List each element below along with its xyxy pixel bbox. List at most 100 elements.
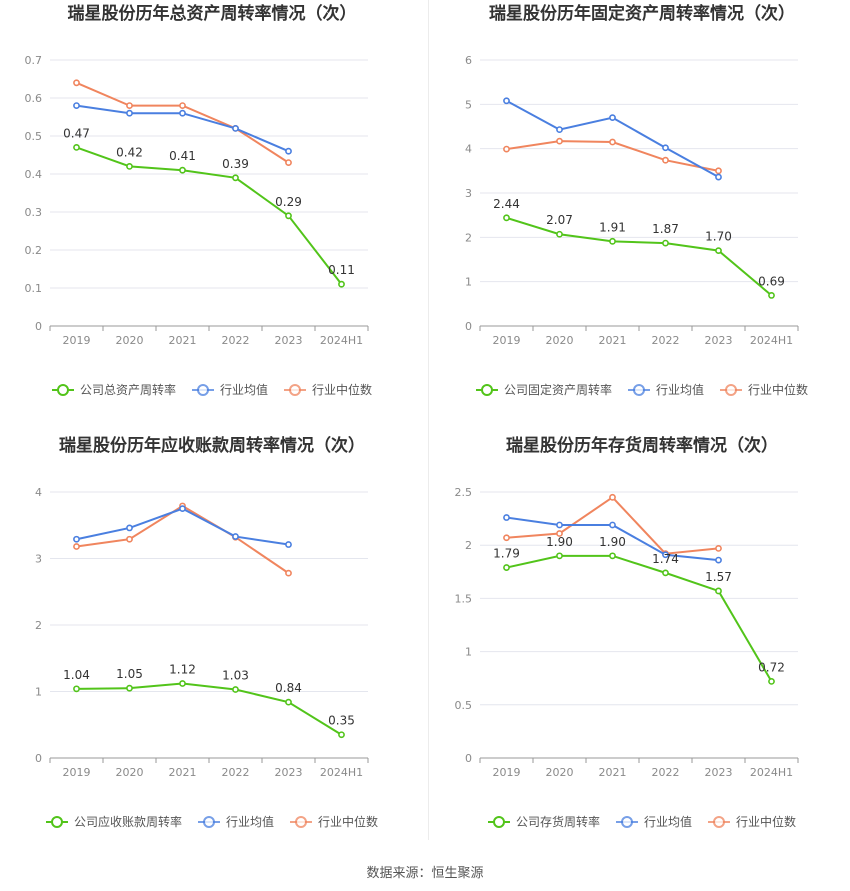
- data-label: 1.12: [169, 663, 196, 677]
- data-point-industry_median: [662, 156, 669, 164]
- data-label: 0.11: [328, 263, 355, 277]
- data-label: 1.91: [599, 220, 626, 234]
- chart-panel-total-asset-turnover: 瑞星股份历年总资产周转率情况（次） 0 0.1 0.2 0.3 0.4 0.5 0.6 0.7 2…: [0, 0, 425, 430]
- data-point-company: [503, 214, 510, 222]
- x-tick-label: 2024H1: [750, 766, 793, 779]
- y-tick-label: 0: [35, 320, 42, 333]
- data-point-company: [338, 731, 345, 739]
- data-point-industry_avg: [609, 521, 616, 529]
- data-point-industry_median: [73, 79, 80, 87]
- data-point-industry_avg: [609, 114, 616, 122]
- data-label: 1.74: [652, 552, 679, 566]
- data-label: 0.84: [275, 681, 302, 695]
- chart-svg: 瑞星股份历年总资产周转率情况（次） 0 0.1 0.2 0.3 0.4 0.5 0.6 0.7 2…: [25, 3, 373, 397]
- y-tick-label: 2: [465, 539, 472, 552]
- data-label: 1.04: [63, 668, 90, 682]
- legend-item-company: 公司应收账款周转率: [46, 814, 182, 829]
- x-tick-label: 2020: [116, 334, 144, 347]
- legend-marker-icon: [197, 384, 209, 396]
- data-point-company: [73, 685, 80, 693]
- x-tick-label: 2021: [599, 766, 627, 779]
- data-point-industry_avg: [179, 505, 186, 513]
- y-tick-label: 0.4: [25, 168, 43, 181]
- data-point-company: [285, 212, 292, 220]
- data-point-company: [73, 143, 80, 151]
- legend-item-industry_median: 行业中位数: [284, 382, 372, 397]
- data-point-company: [285, 698, 292, 706]
- legend-marker-icon: [633, 384, 645, 396]
- chart-title: 瑞星股份历年总资产周转率情况（次）: [68, 3, 357, 24]
- data-label: 1.57: [705, 570, 732, 584]
- data-point-industry_avg: [556, 126, 563, 134]
- data-label: 0.69: [758, 274, 785, 288]
- y-tick-label: 0.2: [25, 244, 43, 257]
- data-point-company: [768, 677, 775, 685]
- data-point-industry_avg: [285, 147, 292, 155]
- legend-label: 行业中位数: [748, 382, 808, 397]
- data-label: 1.05: [116, 667, 143, 681]
- chart-panel-fixed-asset-turnover: 瑞星股份历年固定资产周转率情况（次） 0 1 2 3 4 5 6 2019 2020 2021 202…: [430, 0, 850, 430]
- data-point-industry_avg: [715, 173, 722, 181]
- data-point-company: [126, 162, 133, 170]
- x-tick-label: 2019: [63, 766, 91, 779]
- legend-item-industry_median: 行业中位数: [708, 814, 796, 829]
- x-tick-label: 2024H1: [320, 766, 363, 779]
- data-point-industry_median: [609, 138, 616, 146]
- y-tick-label: 0.5: [455, 699, 473, 712]
- legend-item-company: 公司总资产周转率: [52, 382, 176, 397]
- x-tick-label: 2019: [493, 334, 521, 347]
- x-tick-label: 2020: [546, 334, 574, 347]
- data-label: 1.90: [546, 535, 573, 549]
- y-tick-label: 4: [35, 486, 42, 499]
- y-tick-label: 2: [35, 619, 42, 632]
- x-tick-label: 2020: [116, 766, 144, 779]
- legend-item-company: 公司固定资产周转率: [476, 382, 612, 397]
- x-tick-label: 2024H1: [750, 334, 793, 347]
- data-label: 0.35: [328, 714, 355, 728]
- y-tick-label: 0.6: [25, 92, 43, 105]
- data-label: 0.41: [169, 149, 196, 163]
- x-tick-label: 2019: [63, 334, 91, 347]
- data-label: 0.29: [275, 195, 302, 209]
- data-point-company: [715, 247, 722, 255]
- data-label: 1.79: [493, 547, 520, 561]
- x-tick-label: 2021: [169, 766, 197, 779]
- data-point-company: [556, 230, 563, 238]
- x-tick-label: 2023: [275, 766, 303, 779]
- legend-label: 公司存货周转率: [516, 814, 600, 829]
- legend-marker-icon: [725, 384, 737, 396]
- y-tick-label: 0.5: [25, 130, 43, 143]
- y-tick-label: 2: [465, 231, 472, 244]
- x-tick-label: 2019: [493, 766, 521, 779]
- y-tick-label: 0.3: [25, 206, 43, 219]
- data-point-company: [503, 564, 510, 571]
- series-line-company: [506, 554, 773, 682]
- series-line-industry_avg: [76, 507, 289, 546]
- data-point-company: [179, 166, 186, 174]
- legend-label: 公司应收账款周转率: [74, 814, 182, 829]
- data-point-company: [609, 552, 616, 560]
- data-point-company: [179, 680, 186, 687]
- x-tick-label: 2020: [546, 766, 574, 779]
- y-tick-label: 0: [465, 320, 472, 333]
- data-label: 2.44: [493, 197, 520, 211]
- data-point-industry_median: [556, 137, 563, 145]
- y-tick-label: 1: [465, 646, 472, 659]
- legend-marker-icon: [713, 816, 725, 828]
- legend-item-industry_median: 行业中位数: [290, 814, 378, 829]
- data-label: 1.70: [705, 230, 732, 244]
- data-point-company: [768, 292, 775, 299]
- data-point-industry_median: [73, 543, 80, 550]
- data-point-industry_avg: [73, 535, 80, 543]
- chart-title: 瑞星股份历年固定资产周转率情况（次）: [489, 3, 795, 24]
- data-point-industry_avg: [285, 541, 292, 548]
- legend-label: 行业均值: [220, 382, 268, 397]
- legend-marker-icon: [621, 816, 633, 828]
- legend-label: 行业中位数: [312, 382, 372, 397]
- data-source-label: 数据来源：恒生聚源: [366, 866, 484, 881]
- legend-marker-icon: [295, 816, 307, 828]
- data-label: 0.42: [116, 145, 143, 159]
- data-label: 0.39: [222, 157, 249, 171]
- data-point-industry_avg: [232, 124, 239, 132]
- data-point-company: [662, 239, 669, 247]
